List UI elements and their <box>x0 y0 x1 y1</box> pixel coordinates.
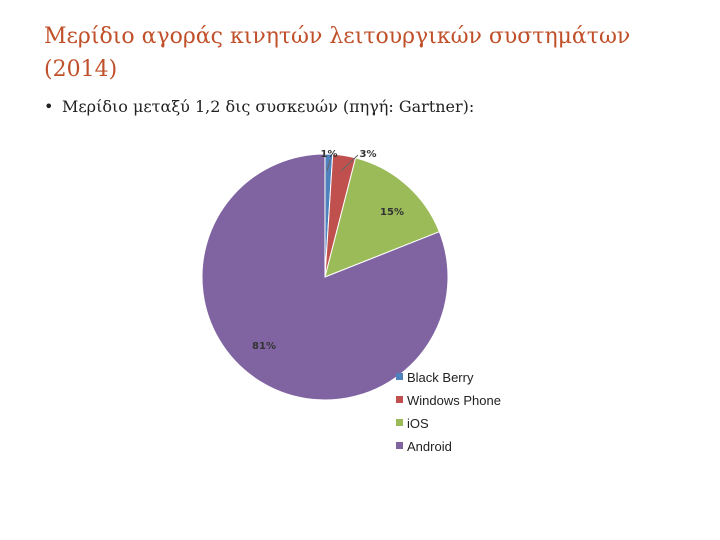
bullet-marker: • <box>44 97 54 116</box>
bullet-text: Μερίδιο μεταξύ 1,2 δις συσκευών (πηγή: G… <box>62 97 475 116</box>
bullet-item: • Μερίδιο μεταξύ 1,2 δις συσκευών (πηγή: … <box>44 96 684 118</box>
leader-line-windows-phone <box>340 154 359 172</box>
legend-swatch-windows-phone <box>396 396 403 403</box>
data-label-ios: 15% <box>380 207 404 218</box>
legend-swatch-black-berry <box>396 373 403 380</box>
data-label-android: 81% <box>252 341 276 352</box>
legend-label-ios: iOS <box>407 416 429 431</box>
slide-title: Μερίδιο αγοράς κινητών λειτουργικών συστ… <box>44 24 631 82</box>
legend-label-android: Android <box>407 439 452 454</box>
legend-label-black-berry: Black Berry <box>407 370 474 385</box>
data-label-black-berry: 1% <box>321 149 338 160</box>
legend-label-windows-phone: Windows Phone <box>407 393 501 408</box>
pie-slice-android <box>201 153 449 401</box>
legend-swatch-android <box>396 442 403 449</box>
pie-slice-ios <box>324 157 441 278</box>
data-label-windows-phone: 3% <box>360 149 377 160</box>
legend-swatch-ios <box>396 419 403 426</box>
leader-line-black-berry <box>326 159 331 172</box>
